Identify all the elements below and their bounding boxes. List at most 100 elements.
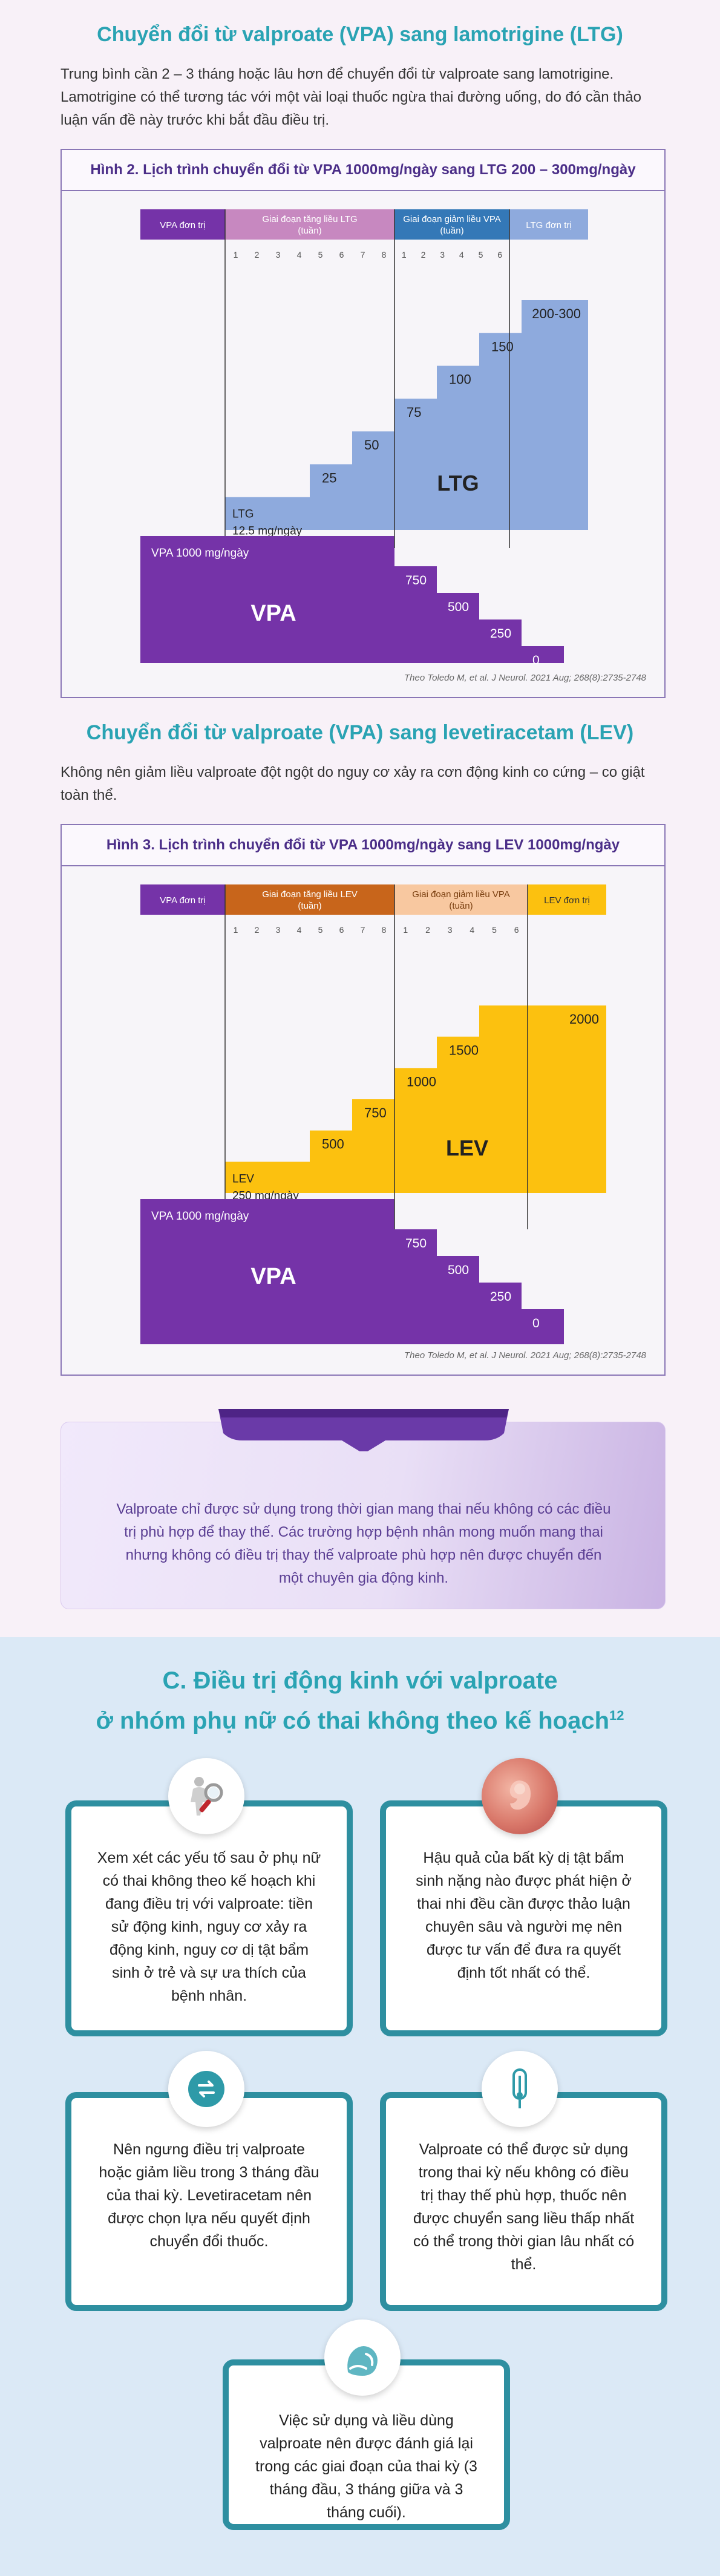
header-label-3-line2: (tuần) bbox=[440, 226, 463, 236]
phase2-week-1: 1 bbox=[403, 925, 408, 935]
figure-2-title: Hình 2. Lịch trình chuyển đổi từ VPA 100… bbox=[62, 150, 664, 191]
new-drug-step-label: 200-300 bbox=[532, 306, 581, 321]
header-box-2 bbox=[225, 884, 394, 915]
phase1-week-3: 3 bbox=[276, 250, 281, 260]
new-drug-step-label: 750 bbox=[364, 1105, 387, 1120]
phase2-week-4: 4 bbox=[470, 925, 474, 935]
header-label-3-line2: (tuần) bbox=[449, 901, 473, 911]
new-drug-name: LTG bbox=[437, 471, 479, 495]
fetus-icon bbox=[482, 1758, 558, 1834]
section-title-ltg: Chuyển đổi từ valproate (VPA) sang lamot… bbox=[97, 23, 623, 46]
phase2-week-3: 3 bbox=[440, 250, 445, 260]
new-drug-step-label: 75 bbox=[407, 405, 421, 420]
phase2-week-5: 5 bbox=[479, 250, 483, 260]
ribbon-decoration bbox=[218, 1409, 509, 1451]
section-c-title-line2: ở nhóm phụ nữ có thai không theo kế hoạc… bbox=[0, 1699, 720, 1737]
phase2-week-4: 4 bbox=[459, 250, 464, 260]
vpa-step-label: 0 bbox=[532, 1316, 540, 1330]
figure-3-title: Hình 3. Lịch trình chuyển đổi từ VPA 100… bbox=[62, 825, 664, 866]
callout-text: Valproate chỉ được sử dụng trong thời gi… bbox=[116, 1501, 611, 1586]
pregnant-belly-icon bbox=[324, 2319, 401, 2396]
section-c-title-line1: C. Điều trị động kinh với valproate bbox=[162, 1667, 558, 1694]
phase1-week-3: 3 bbox=[276, 925, 281, 935]
vpa-area bbox=[140, 1199, 564, 1344]
new-drug-area bbox=[225, 300, 588, 530]
card-2: Hậu quả của bất kỳ dị tật bẩm sinh nặng … bbox=[380, 1800, 667, 2036]
new-drug-step-label: 1000 bbox=[407, 1074, 436, 1089]
phase1-week-7: 7 bbox=[361, 250, 365, 260]
header-label-2-line1: Giai đoạn tăng liều LTG bbox=[262, 214, 357, 224]
new-drug-step-label: 500 bbox=[322, 1137, 344, 1152]
vpa-step-label: 750 bbox=[405, 1237, 427, 1250]
phase1-week-6: 6 bbox=[339, 250, 344, 260]
card-2-text: Hậu quả của bất kỳ dị tật bẩm sinh nặng … bbox=[416, 1849, 632, 1981]
new-drug-start-label: LTG bbox=[232, 508, 254, 521]
header-label-3-line1: Giai đoạn giảm liều VPA bbox=[412, 889, 509, 900]
phase1-week-4: 4 bbox=[297, 250, 302, 260]
lev-paragraph: Không nên giảm liều valproate đột ngột d… bbox=[61, 764, 645, 803]
header-box-1 bbox=[140, 209, 225, 240]
vpa-step-label: 250 bbox=[490, 627, 511, 641]
header-box-3 bbox=[394, 209, 509, 240]
new-drug-step-label: 2000 bbox=[569, 1012, 599, 1027]
phase1-week-5: 5 bbox=[318, 925, 323, 935]
vpa-area bbox=[140, 536, 564, 663]
phase1-week-1: 1 bbox=[234, 925, 238, 935]
section-c-footnote-ref: 12 bbox=[609, 1708, 624, 1723]
vpa-step-label: 500 bbox=[448, 600, 469, 614]
vpa-step-label: 0 bbox=[532, 653, 540, 667]
figure-3-citation: Theo Toledo M, et al. J Neurol. 2021 Aug… bbox=[404, 1350, 646, 1361]
switch-arrows-icon bbox=[168, 2051, 244, 2127]
phase2-week-2: 2 bbox=[425, 925, 430, 935]
new-drug-step-label: 1500 bbox=[449, 1043, 479, 1058]
vpa-name: VPA bbox=[250, 601, 296, 626]
section-c-title-text: ở nhóm phụ nữ có thai không theo kế hoạc… bbox=[96, 1707, 610, 1734]
header-label-4: LEV đơn trị bbox=[544, 895, 590, 906]
ltg-paragraph: Trung bình cần 2 – 3 tháng hoặc lâu hơn … bbox=[61, 66, 641, 128]
card-1: Xem xét các yếu tố sau ở phụ nữ có thai … bbox=[65, 1800, 353, 2036]
phase1-week-1: 1 bbox=[234, 250, 238, 260]
phase1-week-2: 2 bbox=[255, 925, 260, 935]
vpa-name: VPA bbox=[250, 1264, 296, 1289]
vpa-start-label: VPA 1000 mg/ngày bbox=[151, 547, 249, 560]
phase1-week-4: 4 bbox=[297, 925, 302, 935]
vpa-step-label: 750 bbox=[405, 574, 427, 587]
thermometer-icon bbox=[482, 2051, 558, 2127]
header-box-1 bbox=[140, 884, 225, 915]
phase1-week-8: 8 bbox=[382, 250, 387, 260]
vpa-start-label: VPA 1000 mg/ngày bbox=[151, 1210, 249, 1223]
phase2-week-5: 5 bbox=[492, 925, 497, 935]
header-box-4 bbox=[509, 209, 588, 240]
phase2-week-2: 2 bbox=[421, 250, 426, 260]
card-4-text: Valproate có thể được sử dụng trong thai… bbox=[413, 2141, 635, 2273]
new-drug-step-label: 100 bbox=[449, 372, 471, 387]
new-drug-name: LEV bbox=[446, 1136, 488, 1160]
new-drug-start-label: LEV bbox=[232, 1172, 254, 1185]
vpa-step-label: 250 bbox=[490, 1290, 511, 1304]
phase1-week-7: 7 bbox=[361, 925, 365, 935]
new-drug-step-label: 50 bbox=[364, 437, 379, 453]
phase1-week-6: 6 bbox=[339, 925, 344, 935]
phase2-week-3: 3 bbox=[448, 925, 453, 935]
header-box-3 bbox=[394, 884, 528, 915]
card-3-text: Nên ngưng điều trị valproate hoặc giảm l… bbox=[99, 2141, 319, 2250]
header-box-2 bbox=[225, 209, 394, 240]
header-label-2-line1: Giai đoạn tăng liều LEV bbox=[262, 889, 358, 900]
header-label-4: LTG đơn trị bbox=[526, 220, 571, 230]
vpa-step-label: 500 bbox=[448, 1263, 469, 1277]
new-drug-start-dose: 12.5 mg/ngày bbox=[232, 525, 303, 538]
figure-2: Hình 2. Lịch trình chuyển đổi từ VPA 100… bbox=[61, 149, 666, 698]
card-5-text: Việc sử dụng và liều dùng valproate nên … bbox=[255, 2412, 477, 2521]
phase1-week-5: 5 bbox=[318, 250, 323, 260]
card-3: Nên ngưng điều trị valproate hoặc giảm l… bbox=[65, 2092, 353, 2311]
phase2-week-6: 6 bbox=[514, 925, 519, 935]
new-drug-step-label: 150 bbox=[491, 339, 514, 354]
figure-2-chart: VPA đơn trị Giai đoạn tăng liều LTG (tuần)… bbox=[140, 209, 588, 667]
new-drug-area bbox=[225, 1005, 606, 1193]
warning-callout: Valproate chỉ được sử dụng trong thời gi… bbox=[61, 1409, 666, 1609]
header-label-2-line2: (tuần) bbox=[298, 901, 321, 911]
header-label-3-line1: Giai đoạn giảm liều VPA bbox=[403, 214, 500, 224]
magnifier-person-icon bbox=[168, 1758, 244, 1834]
phase2-week-1: 1 bbox=[402, 250, 407, 260]
